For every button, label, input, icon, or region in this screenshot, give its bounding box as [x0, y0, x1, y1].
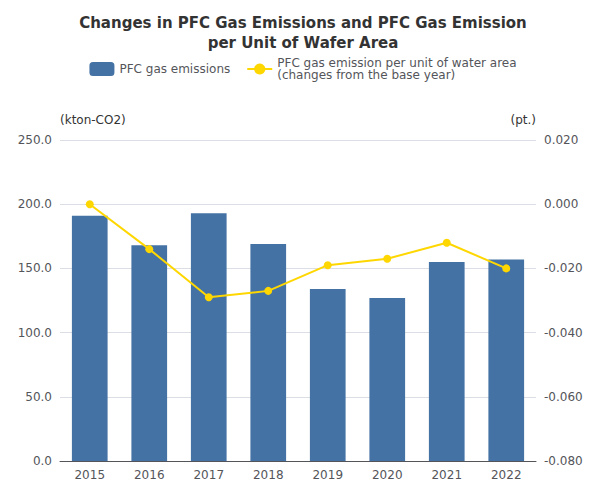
svg-text:100.0: 100.0 [18, 326, 52, 340]
svg-text:(pt.): (pt.) [511, 113, 537, 127]
svg-text:2021: 2021 [431, 468, 462, 482]
svg-text:50.0: 50.0 [25, 390, 52, 404]
svg-text:PFC gas emission per unit of w: PFC gas emission per unit of water area [277, 56, 517, 70]
svg-text:(kton-CO2): (kton-CO2) [60, 113, 126, 127]
svg-text:0.020: 0.020 [544, 133, 578, 147]
svg-text:250.0: 250.0 [18, 133, 52, 147]
svg-text:150.0: 150.0 [18, 261, 52, 275]
svg-text:per Unit of Wafer Area: per Unit of Wafer Area [208, 34, 399, 52]
svg-text:(changes from the base year): (changes from the base year) [277, 68, 455, 82]
svg-text:Changes in PFC Gas Emissions a: Changes in PFC Gas Emissions and PFC Gas… [79, 14, 527, 32]
svg-text:2018: 2018 [253, 468, 284, 482]
svg-text:-0.080: -0.080 [544, 454, 583, 468]
svg-text:2017: 2017 [193, 468, 224, 482]
svg-text:2016: 2016 [134, 468, 165, 482]
svg-text:200.0: 200.0 [18, 197, 52, 211]
svg-text:2022: 2022 [491, 468, 522, 482]
svg-text:-0.040: -0.040 [544, 326, 583, 340]
svg-text:-0.020: -0.020 [544, 261, 583, 275]
svg-text:0.000: 0.000 [544, 197, 578, 211]
svg-text:2020: 2020 [372, 468, 403, 482]
svg-text:0.0: 0.0 [33, 454, 52, 468]
svg-text:PFC gas emissions: PFC gas emissions [119, 62, 230, 76]
svg-text:2019: 2019 [312, 468, 343, 482]
svg-text:-0.060: -0.060 [544, 390, 583, 404]
svg-text:2015: 2015 [74, 468, 105, 482]
